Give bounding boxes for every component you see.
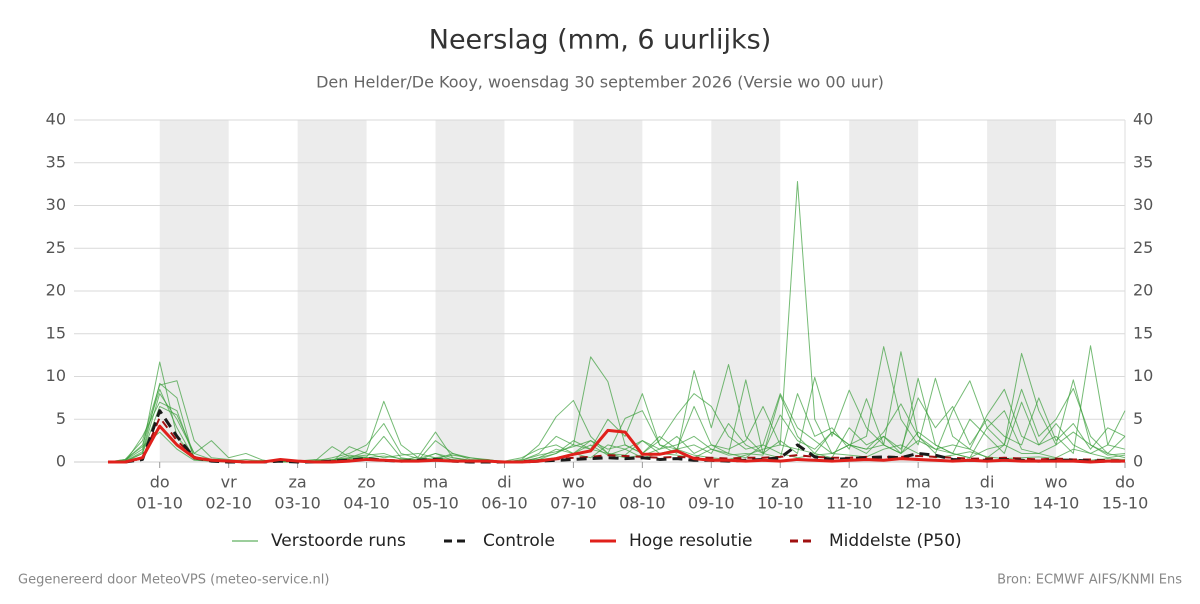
legend-label: Middelste (P50) xyxy=(829,531,962,551)
y2-tick-label: 10 xyxy=(1133,366,1153,385)
x-tick-label: 13-10 xyxy=(964,494,1011,513)
legend-label: Hoge resolutie xyxy=(629,531,753,551)
y2-tick-label: 20 xyxy=(1133,281,1153,300)
x-tick-weekday: zo xyxy=(357,473,375,492)
y-tick-label: 5 xyxy=(56,409,66,428)
x-tick-label: 10-10 xyxy=(757,494,804,513)
y2-tick-label: 25 xyxy=(1133,238,1153,257)
x-tick-label: 03-10 xyxy=(274,494,321,513)
y2-tick-label: 35 xyxy=(1133,152,1153,171)
x-tick-weekday: za xyxy=(289,473,307,492)
y-tick-label: 20 xyxy=(46,281,66,300)
chart-subtitle: Den Helder/De Kooy, woensdag 30 septembe… xyxy=(316,73,884,92)
x-tick-label: 01-10 xyxy=(136,494,183,513)
legend-label: Verstoorde runs xyxy=(271,531,406,551)
x-tick-weekday: vr xyxy=(703,473,719,492)
y2-tick-label: 5 xyxy=(1133,409,1143,428)
y-tick-label: 25 xyxy=(46,238,66,257)
y-tick-label: 10 xyxy=(46,366,66,385)
footer-left: Gegenereerd door MeteoVPS (meteo-service… xyxy=(18,573,329,588)
x-tick-label: 09-10 xyxy=(688,494,735,513)
x-tick-label: 02-10 xyxy=(205,494,252,513)
x-tick-weekday: ma xyxy=(423,473,448,492)
legend-label: Controle xyxy=(483,531,555,551)
x-tick-weekday: di xyxy=(980,473,995,492)
x-tick-weekday: za xyxy=(771,473,789,492)
y-tick-label: 30 xyxy=(46,195,66,214)
y2-tick-label: 15 xyxy=(1133,323,1153,342)
x-tick-label: 06-10 xyxy=(481,494,528,513)
x-tick-weekday: vr xyxy=(221,473,237,492)
x-tick-label: 07-10 xyxy=(550,494,597,513)
x-tick-weekday: do xyxy=(632,473,652,492)
footer-right: Bron: ECMWF AIFS/KNMI Ens xyxy=(997,573,1182,588)
x-tick-weekday: do xyxy=(1115,473,1135,492)
x-tick-label: 08-10 xyxy=(619,494,666,513)
y2-tick-label: 40 xyxy=(1133,110,1153,129)
y-tick-label: 15 xyxy=(46,323,66,342)
x-tick-label: 15-10 xyxy=(1102,494,1149,513)
x-tick-weekday: zo xyxy=(840,473,858,492)
x-tick-weekday: di xyxy=(497,473,512,492)
x-tick-label: 11-10 xyxy=(826,494,873,513)
x-tick-label: 12-10 xyxy=(895,494,942,513)
y-tick-label: 0 xyxy=(56,452,66,471)
chart-title: Neerslag (mm, 6 uurlijks) xyxy=(429,25,771,56)
series-line xyxy=(108,424,1125,464)
x-tick-weekday: wo xyxy=(1045,473,1068,492)
x-tick-weekday: do xyxy=(150,473,170,492)
x-tick-label: 05-10 xyxy=(412,494,459,513)
x-tick-weekday: wo xyxy=(562,473,585,492)
x-tick-label: 14-10 xyxy=(1033,494,1080,513)
y2-tick-label: 30 xyxy=(1133,195,1153,214)
x-tick-weekday: ma xyxy=(905,473,930,492)
y-tick-label: 35 xyxy=(46,152,66,171)
y2-tick-label: 0 xyxy=(1133,452,1143,471)
x-tick-label: 04-10 xyxy=(343,494,390,513)
y-tick-label: 40 xyxy=(46,110,66,129)
